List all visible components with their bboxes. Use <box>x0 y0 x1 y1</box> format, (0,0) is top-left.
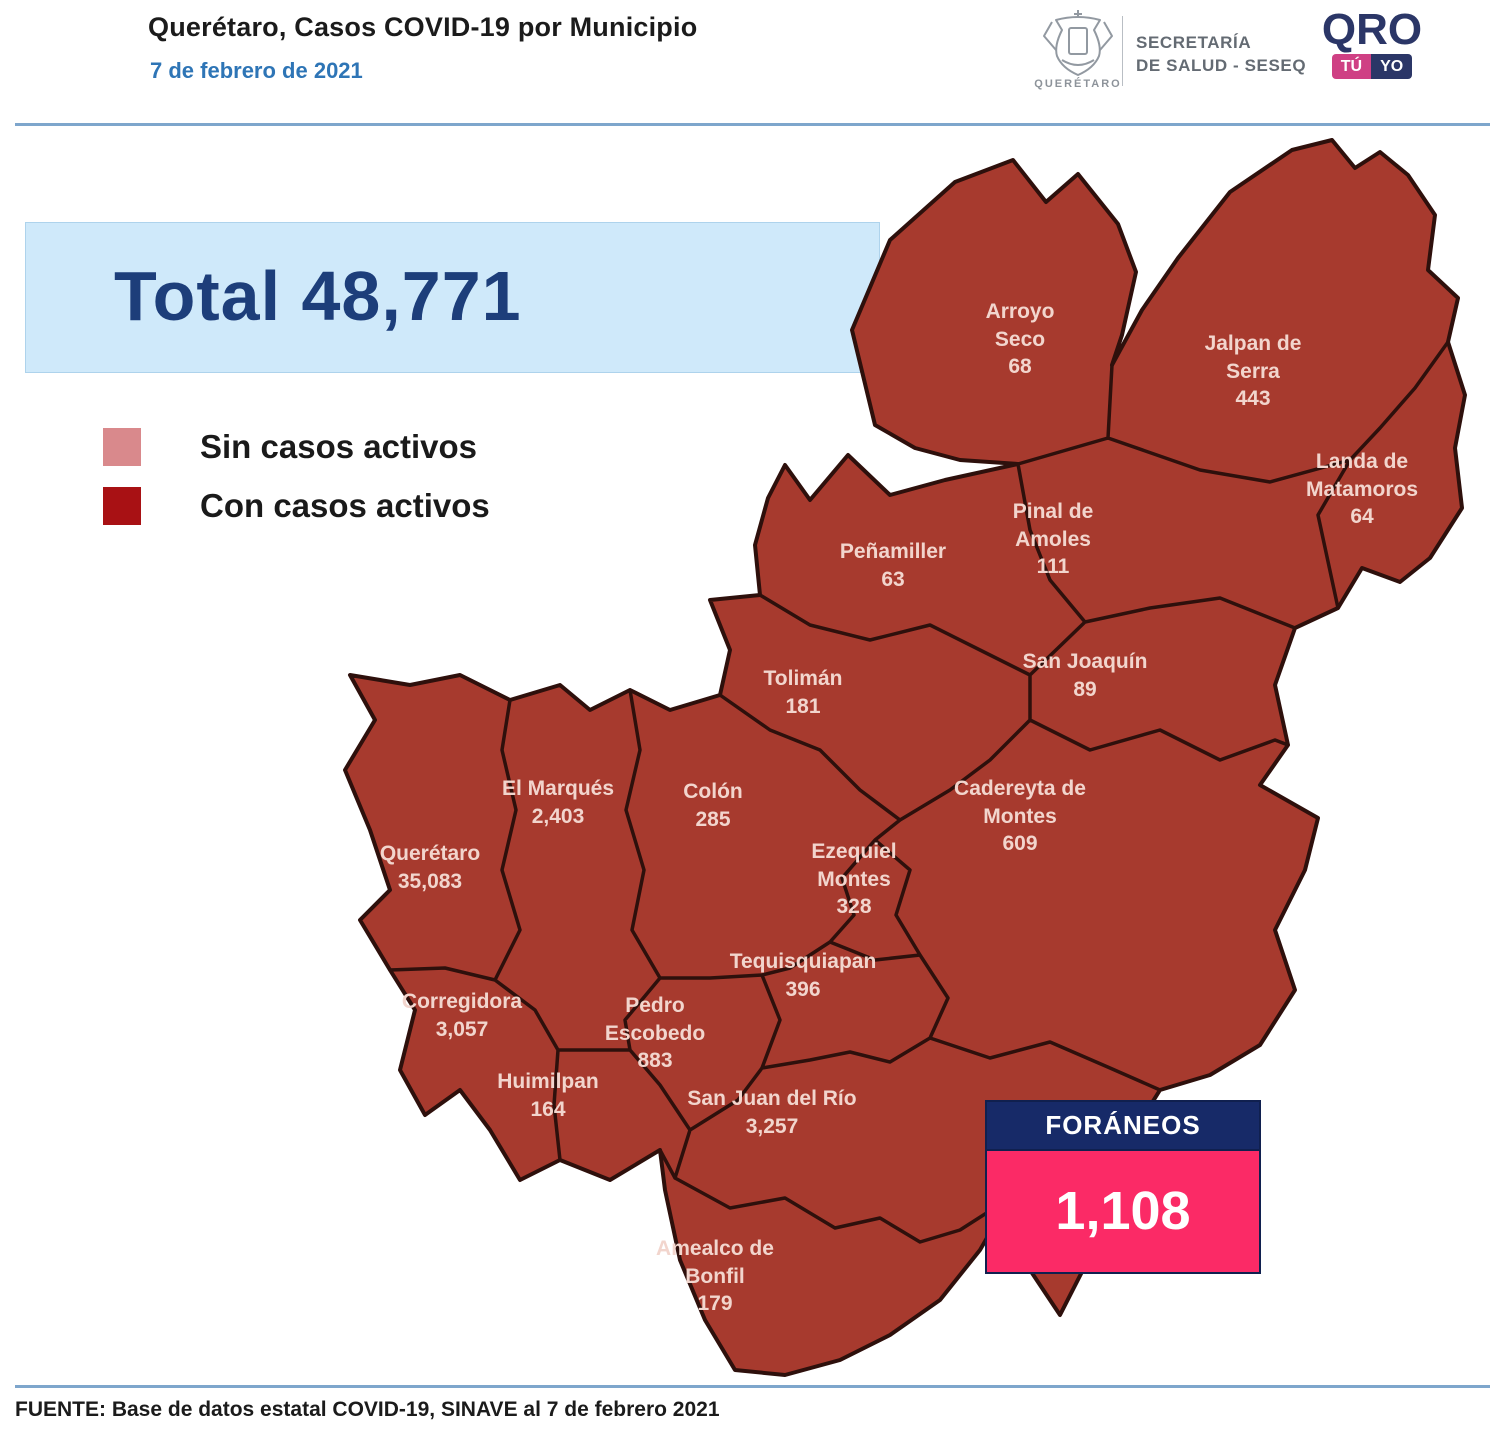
municipality-name: Huimilpan <box>497 1070 599 1093</box>
municipal-borders <box>388 340 1450 1244</box>
municipality-name: Colón <box>683 780 743 803</box>
map-label-san-juan-del-rio: San Juan del Río 3,257 <box>657 1085 887 1140</box>
footer-source: FUENTE: Base de datos estatal COVID-19, … <box>15 1398 720 1421</box>
municipality-cases: 63 <box>881 567 905 591</box>
municipality-cases: 609 <box>1002 832 1038 856</box>
legend-item-active: Con casos activos <box>103 487 490 525</box>
tu-yo-badges: TÚ YO <box>1331 54 1413 80</box>
municipality-name: Querétaro <box>379 842 481 865</box>
logo-divider <box>1122 16 1123 86</box>
legend-swatch-pink <box>103 428 141 466</box>
foraneos-title: FORÁNEOS <box>987 1102 1259 1149</box>
municipality-cases: 328 <box>836 895 872 919</box>
municipality-cases: 883 <box>637 1049 673 1073</box>
page-title: Querétaro, Casos COVID-19 por Municipio <box>148 12 698 42</box>
map-label-amealco-de-bonfil: Amealco de Bonfil 179 <box>645 1235 785 1318</box>
legend-item-no-active: Sin casos activos <box>103 428 490 466</box>
map-label-el-marques: El Marqués 2,403 <box>473 775 643 830</box>
map-label-queretaro: Querétaro 35,083 <box>360 840 500 895</box>
municipality-cases: 181 <box>785 694 821 718</box>
municipality-name: Ezequiel Montes <box>811 840 897 891</box>
legend: Sin casos activos Con casos activos <box>103 428 490 546</box>
municipality-name: El Marqués <box>501 777 615 800</box>
municipality-name: Landa de Matamoros <box>1305 450 1419 501</box>
state-silhouette <box>343 138 1467 1377</box>
total-cases-value: Total 48,771 <box>114 257 522 335</box>
map-label-corregidora: Corregidora 3,057 <box>382 988 542 1043</box>
map-label-tequisquiapan: Tequisquiapan 396 <box>708 948 898 1003</box>
map-label-jalpan-de-serra: Jalpan de Serra 443 <box>1198 330 1308 413</box>
municipality-cases: 3,057 <box>435 1017 489 1041</box>
footer-divider-line <box>15 1385 1490 1388</box>
legend-label: Con casos activos <box>200 487 490 524</box>
municipality-name: Amealco de Bonfil <box>656 1237 774 1288</box>
map-label-penamiller: Peñamiller 63 <box>823 538 963 593</box>
municipality-name: Peñamiller <box>839 540 947 563</box>
municipality-name: San Juan del Río <box>687 1087 857 1110</box>
municipality-name: Jalpan de Serra <box>1204 332 1302 383</box>
map-label-san-joaquin: San Joaquín 89 <box>1000 648 1170 703</box>
municipality-cases: 89 <box>1073 677 1097 701</box>
header-divider-line <box>15 123 1490 126</box>
municipality-name: San Joaquín <box>1022 650 1148 673</box>
municipality-cases: 68 <box>1008 355 1032 379</box>
municipality-cases: 64 <box>1350 505 1374 529</box>
municipality-cases: 164 <box>530 1097 566 1121</box>
municipality-cases: 35,083 <box>397 869 463 893</box>
municipality-name: Tolimán <box>763 667 843 690</box>
map-label-pedro-escobedo: Pedro Escobedo 883 <box>590 992 720 1075</box>
municipality-name: Arroyo Seco <box>985 300 1055 351</box>
municipality-name: Pinal de Amoles <box>1012 500 1094 551</box>
map-label-toliman: Tolimán 181 <box>748 665 858 720</box>
municipality-cases: 3,257 <box>745 1114 799 1138</box>
municipality-cases: 285 <box>695 807 731 831</box>
tu-badge: TÚ <box>1331 54 1372 80</box>
yo-badge: YO <box>1371 54 1413 80</box>
map-label-arroyo-seco: Arroyo Seco 68 <box>975 298 1065 381</box>
queretaro-state-map: Arroyo Seco 68 Jalpan de Serra 443 Landa… <box>330 130 1500 1420</box>
map-label-ezequiel-montes: Ezequiel Montes 328 <box>799 838 909 921</box>
municipality-name: Cadereyta de Montes <box>954 777 1086 828</box>
secretaria-logo-text: SECRETARÍA DE SALUD - SESEQ <box>1136 32 1306 78</box>
municipality-cases: 179 <box>697 1292 733 1316</box>
queretaro-coat-of-arms-icon <box>1043 10 1113 76</box>
municipality-name: Corregidora <box>401 990 523 1013</box>
map-label-landa-de-matamoros: Landa de Matamoros 64 <box>1297 448 1427 531</box>
secretaria-line1: SECRETARÍA <box>1136 33 1252 52</box>
queretaro-caption: QUERÉTARO <box>1034 78 1122 90</box>
municipality-cases: 2,403 <box>531 804 585 828</box>
page-date: 7 de febrero de 2021 <box>150 58 363 83</box>
legend-swatch-red <box>103 487 141 525</box>
map-label-cadereyta-de-montes: Cadereyta de Montes 609 <box>945 775 1095 858</box>
map-label-colon: Colón 285 <box>668 778 758 833</box>
municipality-cases: 443 <box>1235 387 1271 411</box>
foraneos-value: 1,108 <box>987 1149 1259 1272</box>
legend-label: Sin casos activos <box>200 428 477 465</box>
qro-tu-yo-logo: QRO TÚ YO <box>1302 5 1442 80</box>
municipality-cases: 111 <box>1036 555 1070 579</box>
total-banner: Total 48,771 <box>25 222 880 373</box>
municipality-name: Pedro Escobedo <box>604 994 706 1045</box>
municipality-name: Tequisquiapan <box>729 950 877 973</box>
secretaria-line2: DE SALUD - SESEQ <box>1136 55 1307 75</box>
map-label-huimilpan: Huimilpan 164 <box>478 1068 618 1123</box>
foraneos-box: FORÁNEOS 1,108 <box>985 1100 1261 1274</box>
map-label-pinal-de-amoles: Pinal de Amoles 111 <box>1003 498 1103 581</box>
qro-logo-word: QRO <box>1321 5 1423 54</box>
municipality-cases: 396 <box>785 977 821 1001</box>
